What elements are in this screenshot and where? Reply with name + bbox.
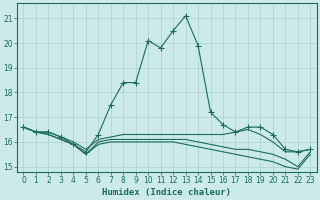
X-axis label: Humidex (Indice chaleur): Humidex (Indice chaleur)	[102, 188, 231, 197]
